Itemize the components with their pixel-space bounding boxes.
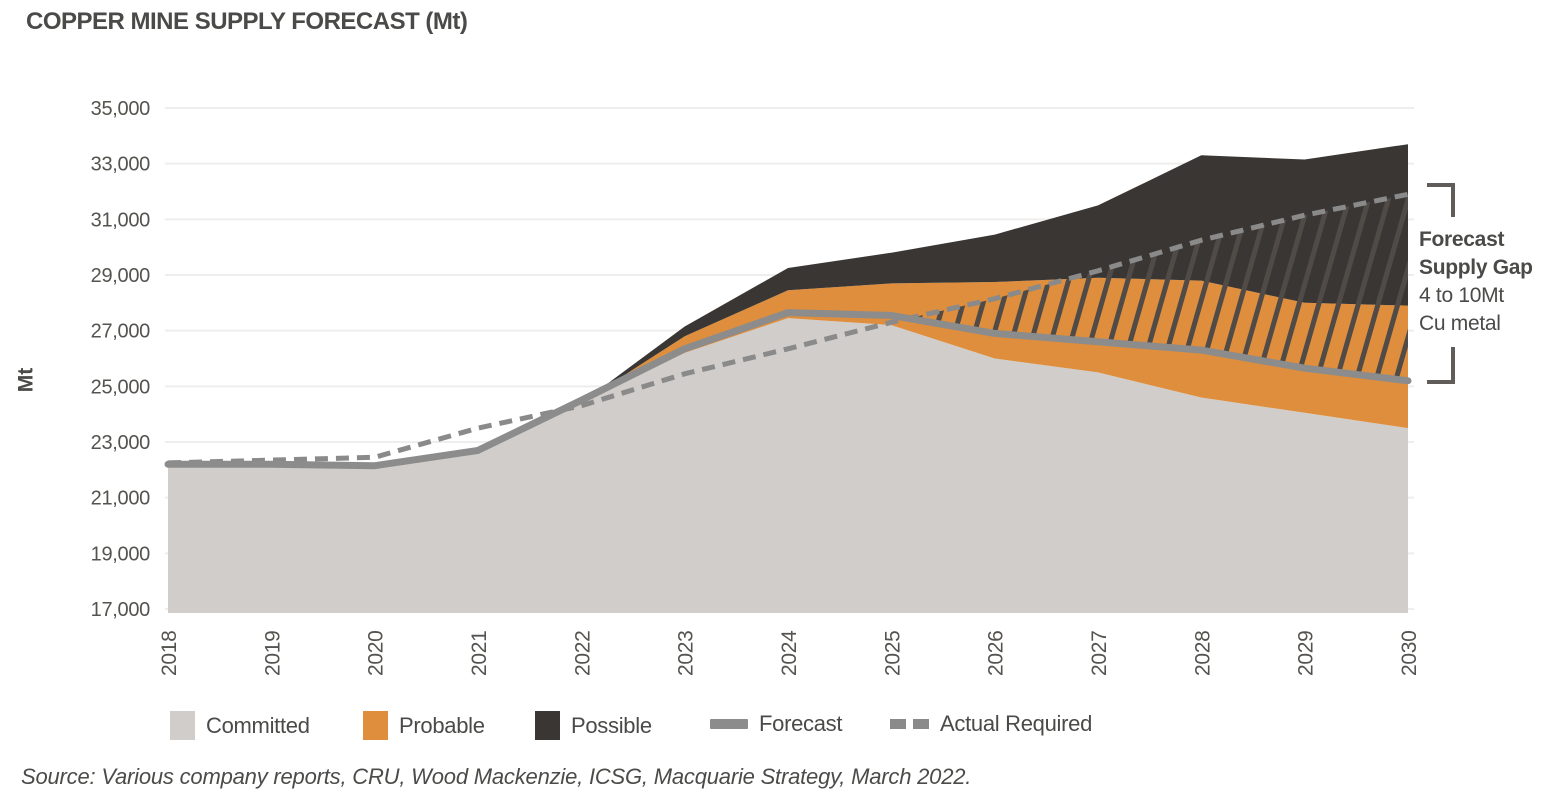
source-note: Source: Various company reports, CRU, Wo… (21, 764, 972, 789)
annotation-line-3: 4 to 10Mt (1419, 284, 1504, 307)
legend-swatch (535, 711, 560, 740)
y-axis-title: Mt (14, 367, 38, 393)
y-tick-label: 19,000 (91, 543, 151, 565)
y-tick-label: 31,000 (91, 209, 151, 231)
x-tick-label: 2023 (675, 630, 698, 676)
y-tick-label: 25,000 (91, 376, 151, 398)
area-committed (168, 318, 1408, 613)
legend-item-forecast: Forecast (710, 711, 842, 737)
legend-item-possible: Possible (535, 711, 652, 740)
x-tick-label: 2022 (571, 630, 594, 676)
legend-swatch (890, 719, 929, 729)
x-tick-label: 2025 (881, 630, 904, 676)
legend-label: Actual Required (940, 711, 1093, 736)
y-tick-label: 35,000 (91, 98, 151, 120)
x-tick-label: 2018 (158, 630, 181, 676)
x-tick-label: 2026 (985, 630, 1008, 676)
annotation-line-2: Supply Gap (1419, 256, 1533, 279)
x-tick-label: 2030 (1398, 630, 1421, 676)
legend-item-actual-required: Actual Required (890, 711, 1092, 737)
x-tick-label: 2028 (1191, 630, 1214, 676)
x-tick-label: 2020 (365, 630, 388, 676)
x-tick-label: 2027 (1088, 630, 1111, 676)
x-tick-label: 2024 (778, 630, 801, 676)
forecast-chart-plot: 17,000 19,000 21,000 23,000 25,000 27,000 29,0… (91, 98, 1421, 676)
legend-label: Forecast (759, 711, 843, 736)
legend-label: Possible (571, 712, 652, 738)
actual-required-line (167, 191, 1409, 466)
legend-item-committed: Committed (170, 711, 310, 740)
legend-label: Probable (399, 712, 485, 738)
forecast-line (164, 309, 1412, 470)
y-tick-label: 23,000 (91, 432, 151, 454)
y-tick-label: 21,000 (91, 488, 151, 510)
y-tick-label: 27,000 (91, 321, 151, 343)
supply-gap-bracket-bottom (1427, 347, 1455, 384)
area-possible (168, 144, 1408, 468)
y-tick-label: 33,000 (91, 154, 151, 176)
legend-swatch (170, 711, 195, 740)
annotation-line-4: Cu metal (1419, 312, 1501, 335)
legend-swatch (363, 711, 388, 740)
supply-gap-bracket-top (1427, 183, 1455, 217)
x-tick-label: 2019 (261, 630, 284, 676)
annotation-line-1: Forecast (1419, 228, 1505, 251)
x-tick-label: 2021 (468, 630, 491, 676)
x-tick-label: 2029 (1295, 630, 1318, 676)
supply-gap-annotation: Forecast Supply Gap 4 to 10Mt Cu metal (1419, 226, 1559, 338)
legend-swatch (710, 719, 748, 729)
y-tick-label: 17,000 (91, 599, 151, 621)
legend-label: Committed (206, 712, 310, 738)
legend-item-probable: Probable (363, 711, 485, 740)
chart-title: COPPER MINE SUPPLY FORECAST (Mt) (26, 8, 468, 35)
chart-legend: Committed Probable Possible Forecast Actual … (170, 711, 1370, 747)
y-tick-label: 29,000 (91, 265, 151, 287)
